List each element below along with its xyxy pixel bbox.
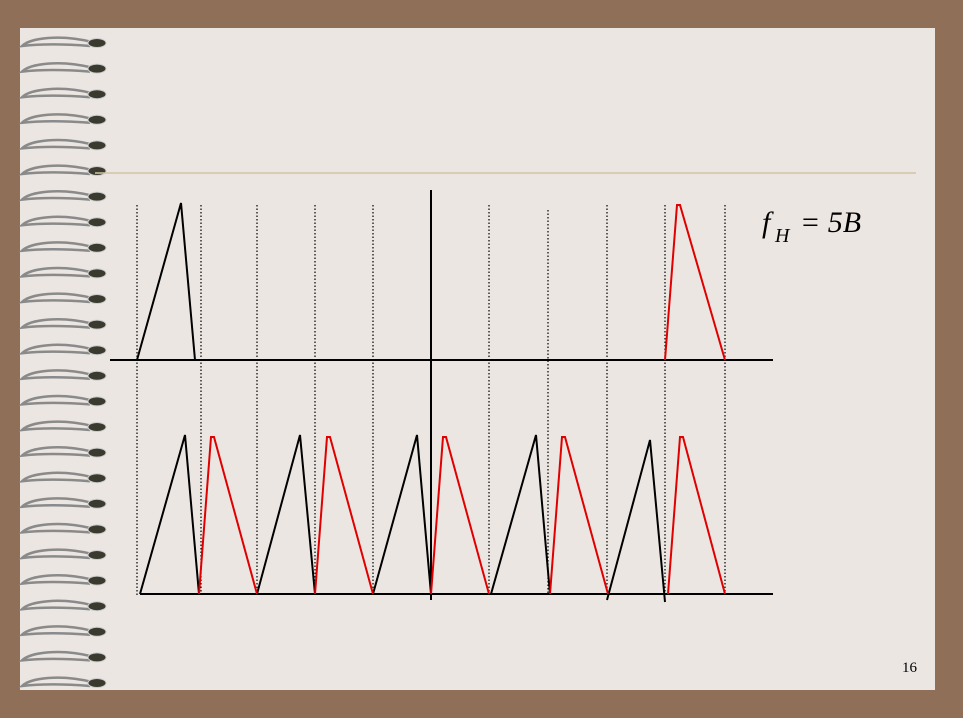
spiral-hole bbox=[88, 64, 106, 73]
spiral-hole bbox=[88, 115, 106, 124]
spiral-hole bbox=[88, 602, 106, 611]
spiral-hole bbox=[88, 167, 106, 176]
spiral-hole bbox=[88, 448, 106, 457]
page-number: 16 bbox=[902, 660, 918, 676]
slide: f H = 5B 16 bbox=[0, 0, 963, 718]
spiral-hole bbox=[88, 141, 106, 150]
formula-subscript: H bbox=[774, 225, 791, 247]
spiral-hole bbox=[88, 346, 106, 355]
spiral-hole bbox=[88, 653, 106, 662]
spiral-hole bbox=[88, 551, 106, 560]
spiral-hole bbox=[88, 371, 106, 380]
spiral-hole bbox=[88, 499, 106, 508]
spiral-hole bbox=[88, 90, 106, 99]
formula-rhs: = 5B bbox=[800, 206, 861, 239]
spiral-hole bbox=[88, 218, 106, 227]
spiral-hole bbox=[88, 525, 106, 534]
spiral-hole bbox=[88, 243, 106, 252]
spiral-hole bbox=[88, 295, 106, 304]
spiral-hole bbox=[88, 474, 106, 483]
page: f H = 5B 16 (() => { const data = JSON.p… bbox=[0, 0, 963, 718]
spiral-hole bbox=[88, 423, 106, 432]
spiral-hole bbox=[88, 269, 106, 278]
spiral-hole bbox=[88, 397, 106, 406]
spiral-hole bbox=[88, 192, 106, 201]
spiral-hole bbox=[88, 576, 106, 585]
spiral-hole bbox=[88, 39, 106, 48]
spiral-hole bbox=[88, 679, 106, 688]
spiral-hole bbox=[88, 320, 106, 329]
spiral-hole bbox=[88, 627, 106, 636]
